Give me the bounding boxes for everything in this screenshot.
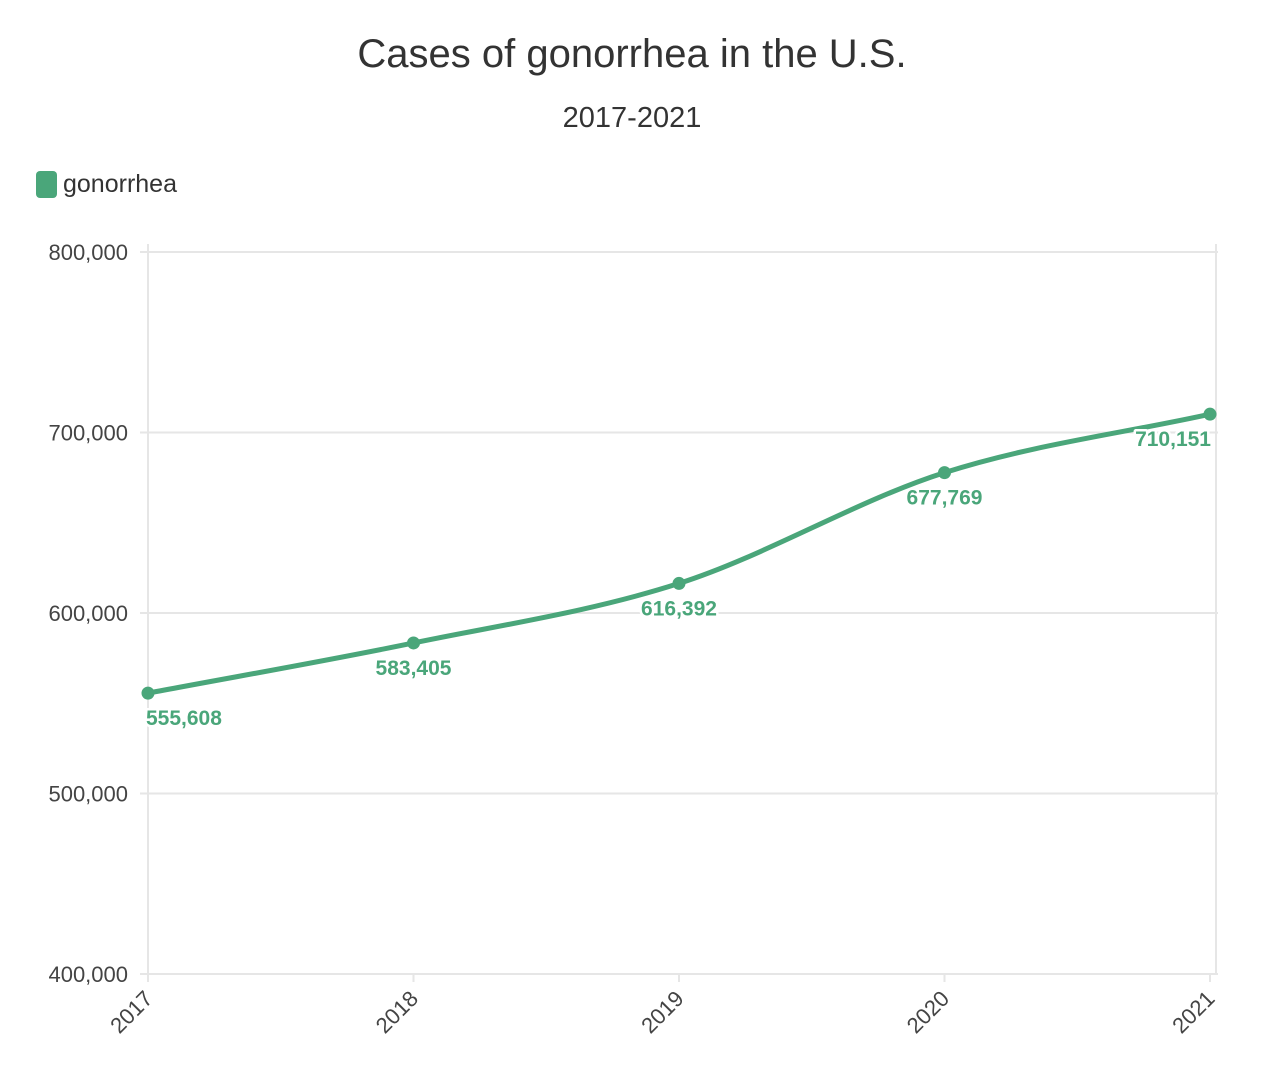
y-tick-label: 400,000 (48, 962, 128, 987)
label-layer: 555,608 583,405 616,392 677,769 710,151 (144, 426, 1214, 733)
data-label: 677,769 (907, 487, 983, 510)
data-point[interactable] (1203, 407, 1217, 421)
series-line (145, 411, 1213, 696)
legend: gonorrhea (36, 170, 177, 199)
data-label: 555,608 (146, 707, 222, 730)
x-tick-label: 2017 (105, 986, 157, 1038)
y-tick-label: 700,000 (48, 421, 128, 446)
legend-label: gonorrhea (63, 170, 177, 198)
series-layer (141, 407, 1217, 700)
data-label: 710,151 (1135, 428, 1211, 451)
x-tick-label: 2020 (902, 986, 954, 1038)
axis-layer: 400,000 500,000 600,000 700,000 800,000 2017 2… (48, 240, 1219, 1038)
chart-title: Cases of gonorrhea in the U.S. (357, 32, 907, 76)
data-point[interactable] (407, 636, 420, 650)
data-label: 616,392 (641, 597, 717, 620)
data-point[interactable] (672, 576, 686, 590)
x-tick-label: 2021 (1167, 986, 1219, 1038)
data-label: 583,405 (376, 657, 452, 680)
x-tick-label: 2018 (371, 986, 423, 1038)
legend-swatch (36, 171, 57, 198)
x-tick-label: 2019 (636, 986, 688, 1038)
y-tick-label: 600,000 (48, 601, 128, 626)
y-tick-label: 800,000 (48, 240, 128, 265)
y-tick-label: 500,000 (48, 782, 128, 807)
chart-subtitle: 2017-2021 (562, 102, 702, 134)
data-point[interactable] (938, 466, 951, 480)
data-point[interactable] (141, 686, 155, 700)
